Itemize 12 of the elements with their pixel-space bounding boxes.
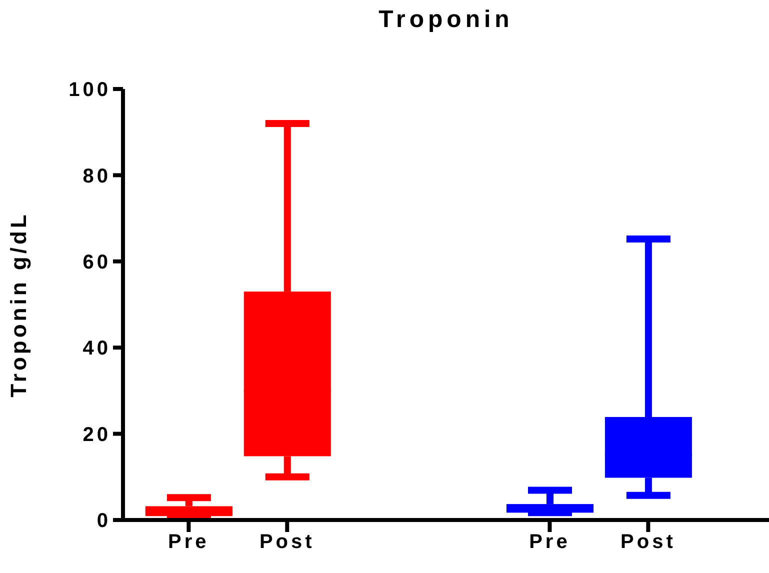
y-tick-label: 0	[96, 510, 111, 532]
y-tick-label: 40	[82, 338, 111, 360]
y-tick-label: 20	[82, 424, 111, 446]
y-tick-label: 60	[82, 252, 111, 274]
x-tick-label: Pre	[529, 531, 570, 554]
x-tick-label: Post	[259, 531, 315, 554]
y-tick-label: 100	[68, 79, 111, 102]
y-tick-label: 80	[82, 165, 111, 188]
chart-title: Troponin	[378, 6, 514, 34]
x-tick-label: Pre	[168, 531, 210, 554]
x-tick-label: Post	[620, 531, 676, 554]
y-axis-title: Troponin g/dL	[6, 212, 31, 398]
